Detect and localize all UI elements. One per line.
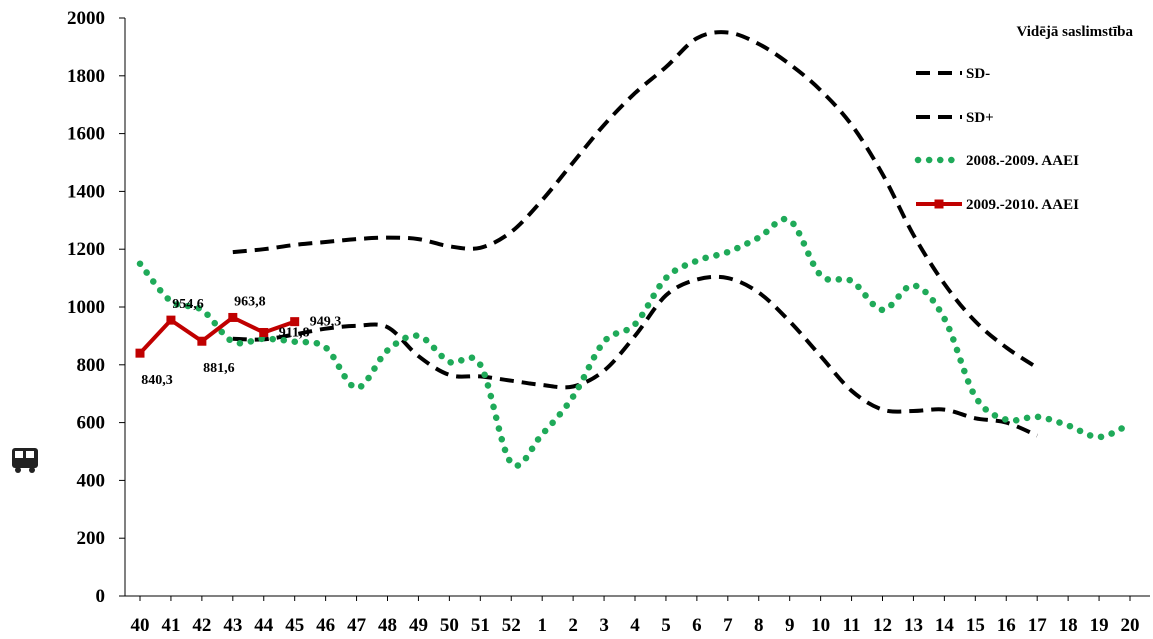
y-tick-label: 1400 [67,181,105,202]
x-tick-label: 49 [409,615,428,636]
axes: 0 200 400 600 800 1000 1200 1400 1600 1800 2000 40 4… [67,8,1150,636]
legend-marker [934,199,944,209]
x-tick-label: 40 [131,615,150,636]
x-tick-label: 45 [285,615,304,636]
series-point [259,327,269,337]
x-tick-label: 3 [599,615,609,636]
y-tick-label: 0 [96,586,106,607]
x-tick-label: 1 [537,615,547,636]
y-tick-label: 1000 [67,297,105,318]
series-point [228,312,238,322]
y-tick-label: 400 [77,470,106,491]
legend-label: 2009.-2010. AAEI [966,197,1079,213]
data-label: 963,8 [234,294,266,309]
legend-label: 2008.-2009. AAEI [966,153,1079,169]
legend-label: SD- [966,66,990,82]
x-tick-label: 4 [630,615,640,636]
series-1 [232,30,1039,370]
series-line-3 [138,315,296,355]
y-tick-label: 1800 [67,66,105,87]
x-tick-label: 44 [254,615,274,636]
x-tick-label: 14 [935,615,955,636]
y-tick-label: 800 [77,355,106,376]
legend-title: Vidējā saslimstība [1016,24,1133,40]
series-point [290,317,300,327]
series-line-0 [232,274,1039,438]
x-tick-label: 17 [1028,615,1048,636]
y-tick-label: 1600 [67,124,105,145]
series-2 [136,215,1134,469]
x-tick-label: 18 [1059,615,1078,636]
x-tick-label: 42 [192,615,211,636]
bus-icon [12,448,38,473]
x-tick-label: 47 [347,615,367,636]
series-layer [135,30,1134,469]
x-tick-label: 50 [440,615,459,636]
series-0 [232,274,1039,438]
series-point [166,315,176,325]
x-tick-label: 12 [873,615,892,636]
data-label: 840,3 [141,373,173,388]
x-tick-label: 46 [316,615,335,636]
x-tick-label: 15 [966,615,985,636]
legend-item: 2008.-2009. AAEI [914,153,1079,169]
series-3 [135,312,300,358]
x-tick-label: 41 [161,615,180,636]
y-tick-label: 2000 [67,8,105,29]
x-tick-label: 7 [723,615,733,636]
x-tick-label: 20 [1121,615,1140,636]
x-tick-label: 51 [471,615,490,636]
x-tick-label: 16 [997,615,1016,636]
x-tick-label: 43 [223,615,242,636]
y-tick-label: 600 [77,413,106,434]
data-label: 949,3 [310,315,342,330]
series-line-2 [136,215,1134,469]
series-point [197,336,207,346]
data-label: 954,6 [172,297,204,312]
x-tick-label: 8 [754,615,764,636]
x-tick-label: 10 [811,615,830,636]
x-tick-label: 5 [661,615,671,636]
legend-item: SD+ [916,110,994,126]
y-tick-label: 200 [77,528,106,549]
x-tick-label: 52 [502,615,521,636]
legend: Vidējā saslimstība SD- SD+ 2008.-2009. AAEI… [914,24,1133,213]
x-tick-label: 6 [692,615,702,636]
legend-item: SD- [916,66,990,82]
series-point [135,348,145,358]
legend-label: SD+ [966,110,994,126]
data-label: 911,8 [279,325,310,340]
y-tick-label: 1200 [67,239,105,260]
legend-item: 2009.-2010. AAEI [916,197,1079,213]
data-label: 881,6 [203,361,235,376]
x-tick-label: 2 [568,615,578,636]
x-tick-label: 48 [378,615,397,636]
x-tick-label: 11 [843,615,861,636]
x-tick-label: 9 [785,615,795,636]
series-line-1 [232,30,1039,370]
x-tick-label: 19 [1090,615,1109,636]
x-tick-label: 13 [904,615,923,636]
